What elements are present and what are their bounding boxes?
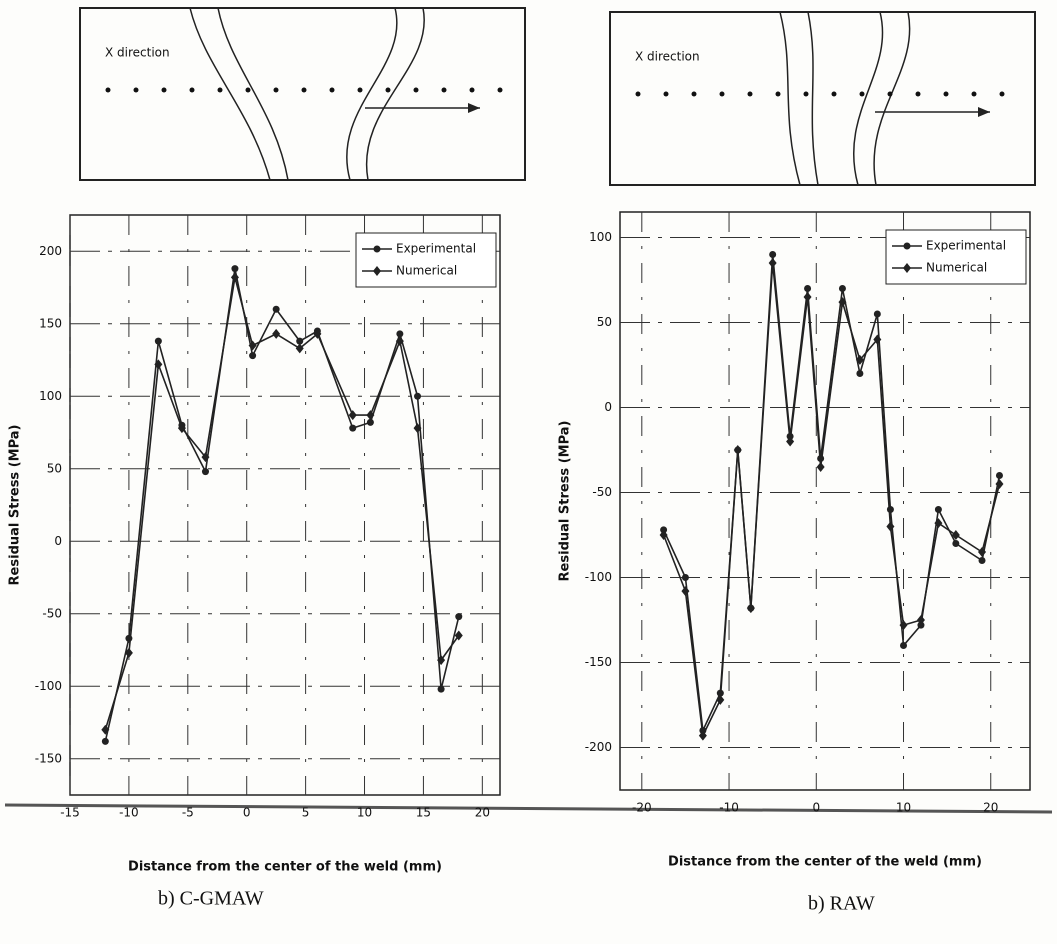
measure-point: [414, 88, 419, 93]
measure-point: [358, 88, 363, 93]
x-tick-label: -10: [719, 801, 739, 815]
figure: X direction-150-100-50050100150200-15-10…: [0, 0, 1057, 944]
measure-point: [246, 88, 251, 93]
x-tick-label: 0: [812, 801, 820, 815]
y-tick-label: 150: [39, 316, 62, 330]
y-tick-label: -100: [35, 679, 62, 693]
diagram-label: X direction: [635, 50, 700, 64]
y-tick-label: -50: [42, 606, 62, 620]
marker: [979, 557, 986, 564]
marker: [414, 393, 421, 400]
measure-point: [302, 88, 307, 93]
y-tick-label: -200: [585, 740, 612, 754]
caption: b) RAW: [808, 893, 875, 915]
marker: [438, 686, 445, 693]
x-tick-label: 0: [243, 806, 251, 820]
measure-point: [720, 92, 725, 97]
x-axis-label: Distance from the center of the weld (mm…: [668, 855, 982, 870]
measure-point: [218, 88, 223, 93]
y-tick-label: 100: [589, 230, 612, 244]
measure-point: [330, 88, 335, 93]
marker: [904, 243, 911, 250]
measure-point: [134, 88, 139, 93]
marker: [249, 352, 256, 359]
marker: [769, 251, 776, 258]
measure-point: [776, 92, 781, 97]
diagram-label: X direction: [105, 46, 170, 60]
marker: [804, 285, 811, 292]
x-tick-label: 5: [302, 806, 310, 820]
y-tick-label: -100: [585, 570, 612, 584]
y-tick-label: 50: [597, 315, 612, 329]
y-tick-label: -150: [585, 655, 612, 669]
caption: b) C-GMAW: [158, 888, 264, 910]
x-tick-label: 15: [416, 806, 431, 820]
measure-point: [804, 92, 809, 97]
x-axis-label: Distance from the center of the weld (mm…: [128, 860, 442, 875]
measure-point: [386, 88, 391, 93]
y-tick-label: 100: [39, 389, 62, 403]
marker: [996, 472, 1003, 479]
marker: [202, 468, 209, 475]
measure-point: [498, 88, 503, 93]
measure-point: [274, 88, 279, 93]
x-tick-label: -20: [632, 801, 652, 815]
measure-point: [1000, 92, 1005, 97]
marker: [887, 506, 894, 513]
x-tick-label: 10: [357, 806, 372, 820]
x-tick-label: 20: [475, 806, 490, 820]
measure-point: [972, 92, 977, 97]
measure-point: [664, 92, 669, 97]
marker: [231, 265, 238, 272]
y-tick-label: 0: [604, 400, 612, 414]
legend-label: Numerical: [926, 261, 987, 275]
y-tick-label: -50: [592, 485, 612, 499]
y-tick-label: 200: [39, 244, 62, 258]
measure-point: [860, 92, 865, 97]
marker: [102, 738, 109, 745]
marker: [952, 540, 959, 547]
measure-point: [748, 92, 753, 97]
measure-point: [944, 92, 949, 97]
measure-point: [888, 92, 893, 97]
marker: [856, 370, 863, 377]
x-tick-label: -10: [119, 806, 139, 820]
marker: [900, 642, 907, 649]
marker: [455, 613, 462, 620]
marker: [273, 306, 280, 313]
marker: [839, 285, 846, 292]
measure-point: [636, 92, 641, 97]
measure-point: [190, 88, 195, 93]
legend-label: Experimental: [396, 242, 476, 256]
x-tick-label: 20: [983, 801, 998, 815]
x-tick-label: -15: [60, 806, 80, 820]
measure-point: [692, 92, 697, 97]
measure-point: [106, 88, 111, 93]
marker: [682, 574, 689, 581]
marker: [935, 506, 942, 513]
marker: [155, 338, 162, 345]
measure-point: [470, 88, 475, 93]
x-tick-label: -5: [182, 806, 194, 820]
page: X direction-150-100-50050100150200-15-10…: [0, 0, 1057, 948]
legend-label: Experimental: [926, 239, 1006, 253]
x-tick-label: 10: [896, 801, 911, 815]
legend-label: Numerical: [396, 264, 457, 278]
marker: [374, 246, 381, 253]
measure-point: [162, 88, 167, 93]
measure-point: [442, 88, 447, 93]
y-tick-label: 50: [47, 461, 62, 475]
y-axis-label: Residual Stress (MPa): [8, 425, 23, 586]
measure-point: [832, 92, 837, 97]
marker: [349, 425, 356, 432]
y-tick-label: -150: [35, 751, 62, 765]
y-axis-label: Residual Stress (MPa): [558, 421, 573, 582]
y-tick-label: 0: [54, 534, 62, 548]
measure-point: [916, 92, 921, 97]
marker: [874, 311, 881, 318]
